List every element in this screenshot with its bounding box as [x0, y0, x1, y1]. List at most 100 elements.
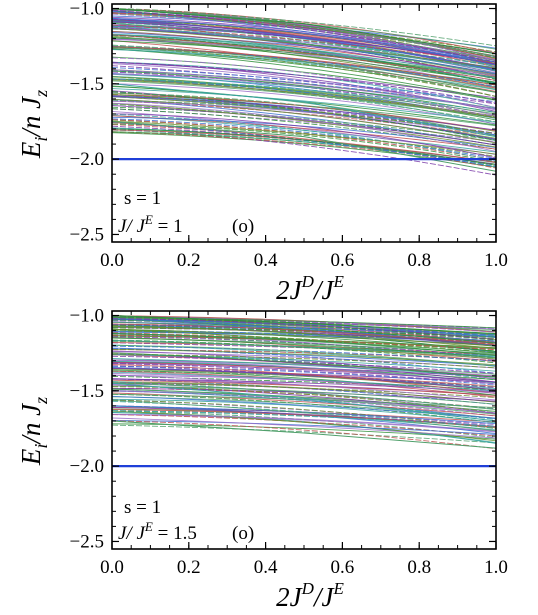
energy-level-line [112, 344, 496, 367]
energy-level-line [112, 20, 496, 72]
lower-x-title-2j: 2J [276, 582, 304, 612]
energy-level-line [112, 67, 496, 103]
lower-y-title-e: E [16, 448, 46, 466]
energy-level-line [112, 69, 496, 110]
energy-level-line [112, 399, 496, 430]
energy-level-line [112, 410, 496, 427]
energy-level-line [112, 34, 496, 85]
energy-level-line [112, 46, 496, 86]
energy-level-line [112, 8, 496, 47]
upper-x-title-e: E [332, 272, 344, 291]
energy-level-line [112, 128, 496, 166]
energy-level-line [112, 382, 496, 411]
energy-level-line [112, 34, 496, 81]
x-tick-label: 1.0 [484, 250, 508, 271]
energy-level-line [112, 24, 496, 64]
energy-level-line [112, 27, 496, 69]
upper-y-title-z: z [31, 90, 51, 98]
lower-x-title-slash-j: /J [312, 582, 336, 612]
energy-level-line [112, 83, 496, 125]
energy-level-line [112, 366, 496, 386]
energy-level-line [112, 113, 496, 161]
upper-ticks-group: −1.0 −1.5 −2.0 −2.5 0.0 0.2 0.4 0.6 0.8 1.0 [70, 0, 508, 271]
x-tick-label: 0.6 [331, 250, 355, 271]
energy-level-line [112, 25, 496, 72]
energy-level-line [112, 374, 496, 401]
x-tick-label: 0.0 [100, 250, 124, 271]
y-tick-label: −1.5 [70, 381, 104, 402]
energy-level-line [112, 389, 496, 421]
upper-panel: −1.0 −1.5 −2.0 −2.5 0.0 0.2 0.4 0.6 0.8 1.0 Ei/n … [16, 0, 508, 305]
energy-level-line [112, 345, 496, 362]
energy-level-line [112, 340, 496, 359]
energy-level-line [112, 414, 496, 433]
energy-level-line [112, 353, 496, 369]
energy-level-line [112, 18, 496, 65]
energy-level-line [112, 413, 496, 432]
energy-level-line [112, 333, 496, 354]
lower-panel: −1.0 −1.5 −2.0 −2.5 0.0 0.2 0.4 0.6 0.8 1.0 Ei/n … [16, 306, 508, 612]
energy-level-line [112, 73, 496, 116]
energy-level-line [112, 407, 496, 428]
energy-level-line [112, 382, 496, 422]
energy-level-line [112, 424, 496, 444]
energy-level-line [112, 78, 496, 113]
lower-y-title-z: z [31, 397, 51, 405]
energy-level-line [112, 337, 496, 359]
energy-level-line [112, 419, 496, 435]
energy-level-line [112, 358, 496, 378]
energy-level-line [112, 129, 496, 166]
x-tick-label: 0.8 [407, 557, 431, 578]
upper-y-title-mid: /n J [16, 95, 46, 139]
energy-level-line [112, 65, 496, 105]
energy-level-line [112, 420, 496, 450]
energy-level-line [112, 398, 496, 423]
x-tick-label: 0.6 [331, 557, 355, 578]
energy-level-line [112, 102, 496, 148]
energy-level-line [112, 363, 496, 385]
energy-level-line [112, 79, 496, 119]
upper-x-title-d: D [301, 272, 315, 291]
energy-level-line [112, 49, 496, 91]
upper-y-axis-title: Ei/n Jz [16, 90, 51, 159]
energy-level-line [112, 367, 496, 391]
upper-annotation-ratio: J/ JE = 1 [118, 212, 183, 237]
lower-annotation-s: s = 1 [124, 497, 161, 518]
energy-level-line [112, 113, 496, 159]
energy-level-line [112, 399, 496, 432]
lower-x-title-e: E [332, 579, 344, 598]
upper-y-title-e: E [16, 141, 46, 159]
upper-x-title-slash-j: /J [312, 275, 336, 305]
x-tick-label: 0.4 [254, 250, 278, 271]
energy-level-line [112, 70, 496, 114]
energy-level-line [112, 326, 496, 349]
energy-level-line [112, 318, 496, 340]
upper-y-title-i: i [31, 137, 51, 142]
energy-level-line [112, 61, 496, 104]
energy-level-line [112, 30, 496, 77]
upper-x-axis-title: 2JD/JE [276, 272, 344, 305]
energy-level-line [112, 372, 496, 394]
energy-level-line [112, 364, 496, 394]
energy-level-line [112, 315, 496, 335]
x-tick-label: 0.2 [177, 250, 201, 271]
upper-annotation-tag: (o) [232, 216, 254, 237]
energy-level-line [112, 382, 496, 398]
lower-x-title-d: D [301, 579, 315, 598]
energy-level-line [112, 92, 496, 137]
energy-level-line [112, 352, 496, 378]
lower-y-axis-title: Ei/n Jz [16, 397, 51, 466]
energy-level-line [112, 73, 496, 109]
x-tick-label: 0.0 [100, 557, 124, 578]
energy-level-line [112, 355, 496, 374]
lower-annotation-ratio: J/ JE = 1.5 [118, 519, 197, 544]
energy-level-line [112, 420, 496, 449]
lower-ticks-group: −1.0 −1.5 −2.0 −2.5 0.0 0.2 0.4 0.6 0.8 1.0 [70, 306, 508, 578]
upper-levels-group [112, 8, 496, 176]
energy-level-line [112, 102, 496, 152]
x-tick-label: 1.0 [484, 557, 508, 578]
energy-level-line [112, 362, 496, 383]
energy-level-line [112, 63, 496, 111]
energy-level-line [112, 18, 496, 66]
energy-level-line [112, 387, 496, 402]
